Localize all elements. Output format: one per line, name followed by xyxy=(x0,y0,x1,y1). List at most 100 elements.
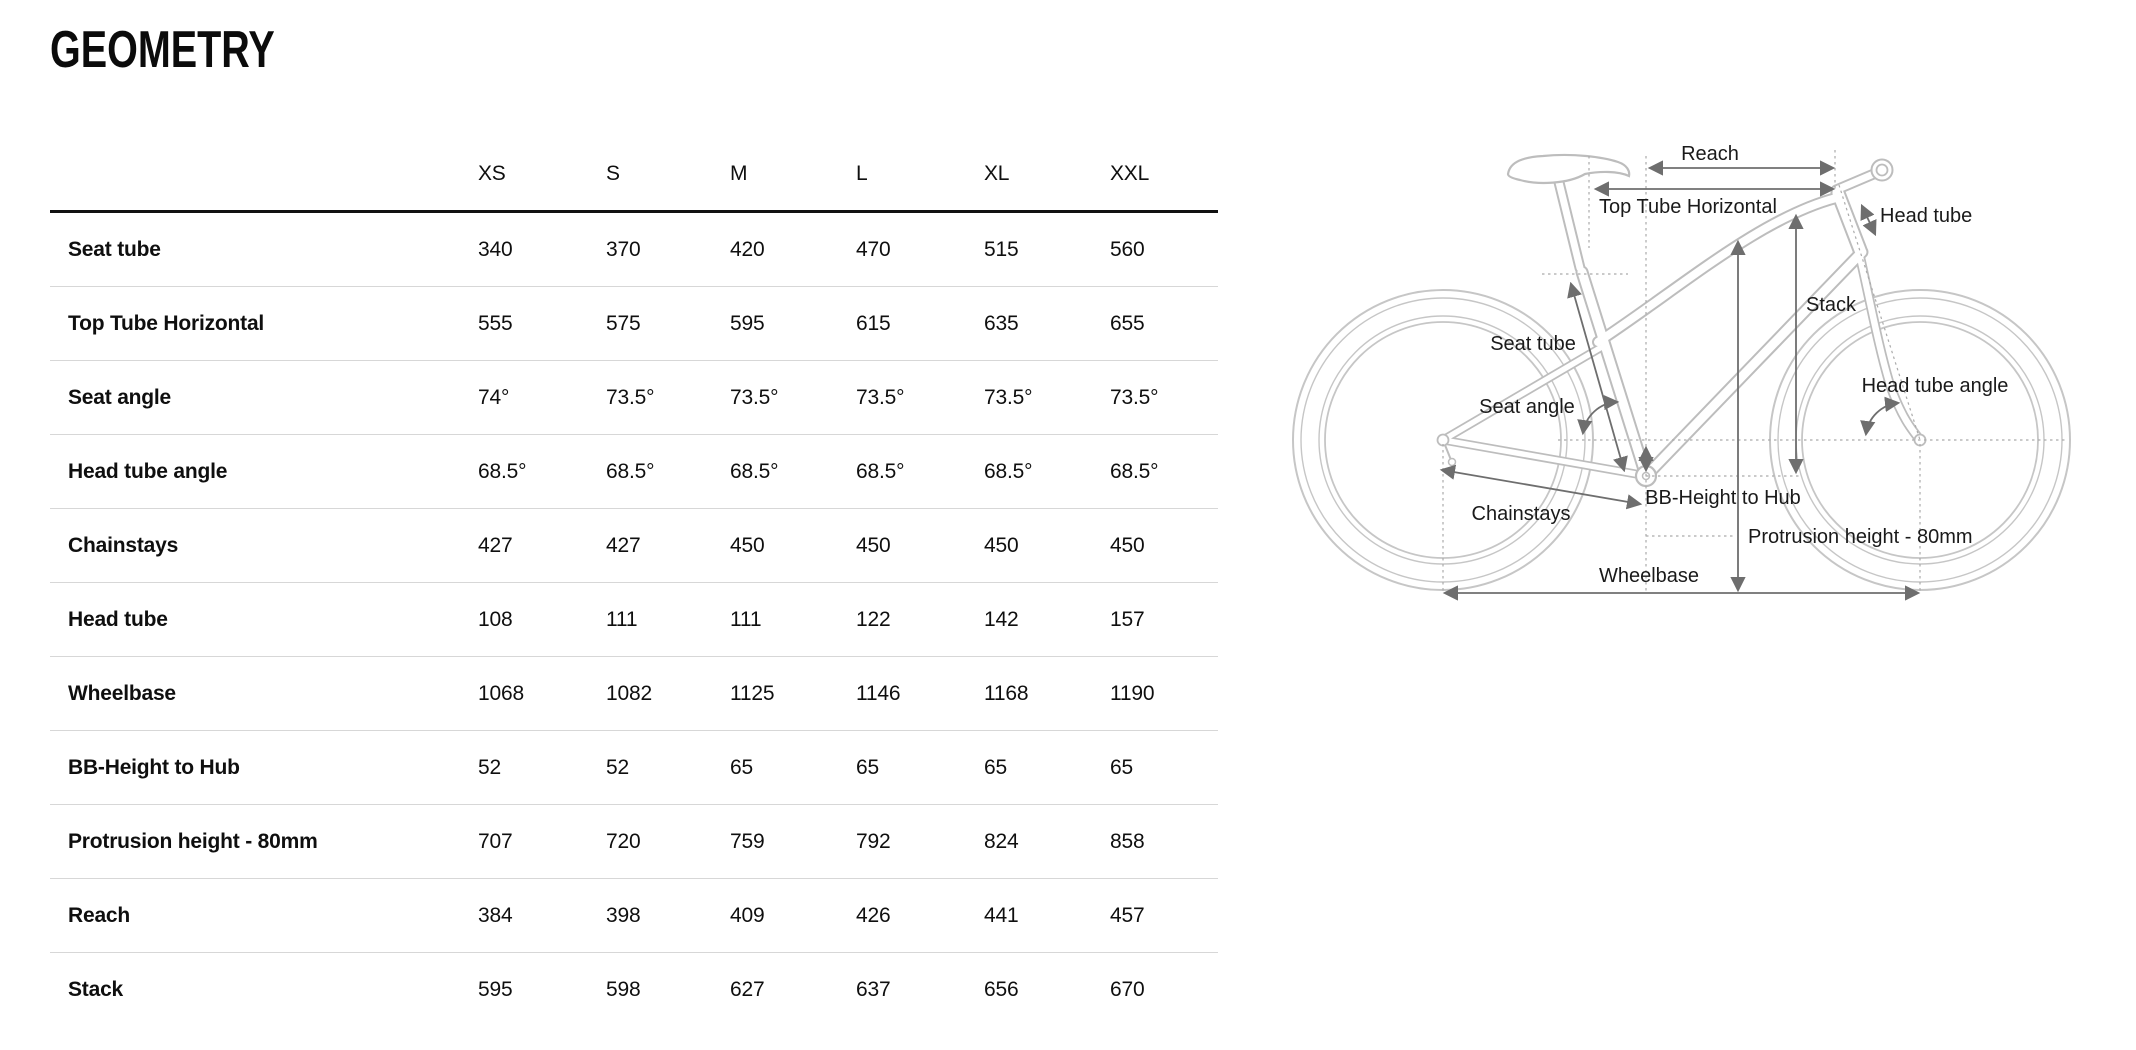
row-value: 73.5° xyxy=(984,385,1033,409)
row-value: 65 xyxy=(730,755,753,779)
row-value: 615 xyxy=(856,311,891,335)
table-row: Seat tube 340 370 420 470 515 560 xyxy=(50,213,1218,286)
saddle xyxy=(1506,153,1631,184)
row-value: 575 xyxy=(606,311,641,335)
row-value: 1082 xyxy=(606,681,652,705)
row-value: 68.5° xyxy=(984,459,1033,483)
row-label: Head tube angle xyxy=(68,459,228,483)
diagram-label-reach: Reach xyxy=(1681,143,1739,165)
dimension-arrows xyxy=(1439,160,1921,601)
row-value: 1190 xyxy=(1110,681,1155,705)
row-value: 398 xyxy=(606,903,641,927)
table-row: Wheelbase 1068 1082 1125 1146 1168 1190 xyxy=(50,656,1218,730)
table-header-row: XS S M L XL XXL xyxy=(50,138,1218,213)
row-value: 1146 xyxy=(856,681,901,705)
row-label: BB-Height to Hub xyxy=(68,755,240,779)
row-value: 1168 xyxy=(984,681,1029,705)
row-value: 111 xyxy=(730,607,762,631)
row-value: 450 xyxy=(1110,533,1145,557)
row-value: 759 xyxy=(730,829,765,853)
diagram-label-top-tube: Top Tube Horizontal xyxy=(1599,196,1777,218)
row-value: 68.5° xyxy=(1110,459,1159,483)
row-value: 655 xyxy=(1110,311,1145,335)
diagram-labels: Reach Top Tube Horizontal Head tube Stac… xyxy=(1472,143,2009,587)
row-value: 65 xyxy=(856,755,879,779)
diagram-label-wheelbase: Wheelbase xyxy=(1599,565,1699,587)
row-value: 515 xyxy=(984,237,1019,261)
row-value: 370 xyxy=(606,237,641,261)
table-header-m: M xyxy=(730,162,748,185)
head-angle-arrow xyxy=(1860,396,1901,437)
row-value: 720 xyxy=(606,829,641,853)
bike-geometry-diagram: Reach Top Tube Horizontal Head tube Stac… xyxy=(1280,100,2136,640)
row-label: Seat tube xyxy=(68,237,161,261)
table-row: Seat angle 74° 73.5° 73.5° 73.5° 73.5° 7… xyxy=(50,360,1218,434)
row-label: Head tube xyxy=(68,607,168,631)
row-label: Top Tube Horizontal xyxy=(68,311,265,335)
row-value: 420 xyxy=(730,237,765,261)
diagram-label-seat-angle: Seat angle xyxy=(1479,396,1575,418)
row-value: 52 xyxy=(606,755,629,779)
row-label: Reach xyxy=(68,903,131,927)
table-row: Reach 384 398 409 426 441 457 xyxy=(50,878,1218,952)
row-value: 111 xyxy=(606,607,638,631)
row-value: 656 xyxy=(984,977,1019,1001)
diagram-label-chainstays: Chainstays xyxy=(1472,503,1571,525)
table-row: Head tube 108 111 111 122 142 157 xyxy=(50,582,1218,656)
row-value: 427 xyxy=(606,533,641,557)
row-label: Chainstays xyxy=(68,533,179,557)
row-value: 595 xyxy=(478,977,513,1001)
row-label: Protrusion height - 80mm xyxy=(68,829,318,853)
row-value: 637 xyxy=(856,977,891,1001)
table-header-s: S xyxy=(606,162,620,185)
row-value: 1068 xyxy=(478,681,524,705)
row-value: 68.5° xyxy=(478,459,527,483)
table-header-xxl: XXL xyxy=(1110,162,1150,185)
row-value: 108 xyxy=(478,607,513,631)
row-value: 68.5° xyxy=(856,459,905,483)
table-row: BB-Height to Hub 52 52 65 65 65 65 xyxy=(50,730,1218,804)
row-label: Wheelbase xyxy=(68,681,176,705)
row-value: 560 xyxy=(1110,237,1145,261)
table-header-xs: XS xyxy=(478,162,506,185)
row-value: 73.5° xyxy=(856,385,905,409)
seat-angle-arrow xyxy=(1577,394,1620,436)
row-value: 457 xyxy=(1110,903,1145,927)
diagram-label-head-tube-angle: Head tube angle xyxy=(1862,375,2009,397)
table-row: Chainstays 427 427 450 450 450 450 xyxy=(50,508,1218,582)
row-value: 450 xyxy=(856,533,891,557)
chainstays-arrow xyxy=(1439,464,1643,510)
row-value: 707 xyxy=(478,829,513,853)
table-header-l: L xyxy=(856,162,868,185)
row-value: 142 xyxy=(984,607,1019,631)
row-value: 68.5° xyxy=(730,459,779,483)
row-value: 598 xyxy=(606,977,641,1001)
row-value: 441 xyxy=(984,903,1019,927)
row-value: 595 xyxy=(730,311,765,335)
seat-tube-arrow xyxy=(1567,281,1628,473)
diagram-label-bb-height: BB-Height to Hub xyxy=(1645,487,1801,509)
table-row: Head tube angle 68.5° 68.5° 68.5° 68.5° … xyxy=(50,434,1218,508)
row-value: 52 xyxy=(478,755,501,779)
row-value: 122 xyxy=(856,607,891,631)
bike-diagram-svg: Reach Top Tube Horizontal Head tube Stac… xyxy=(1292,143,2071,601)
row-value: 157 xyxy=(1110,607,1145,631)
row-label: Stack xyxy=(68,977,124,1001)
row-value: 635 xyxy=(984,311,1019,335)
row-value: 73.5° xyxy=(606,385,655,409)
diagram-label-stack: Stack xyxy=(1806,294,1857,316)
rear-hub xyxy=(1436,433,1450,447)
row-label: Seat angle xyxy=(68,385,172,409)
table-row: Protrusion height - 80mm 707 720 759 792… xyxy=(50,804,1218,878)
table-row: Top Tube Horizontal 555 575 595 615 635 … xyxy=(50,286,1218,360)
row-value: 792 xyxy=(856,829,891,853)
row-value: 68.5° xyxy=(606,459,655,483)
row-value: 65 xyxy=(1110,755,1133,779)
page-title: GEOMETRY xyxy=(50,21,275,79)
row-value: 384 xyxy=(478,903,513,927)
row-value: 340 xyxy=(478,237,513,261)
row-value: 824 xyxy=(984,829,1019,853)
diagram-label-protrusion: Protrusion height - 80mm xyxy=(1748,526,1973,548)
row-value: 73.5° xyxy=(730,385,779,409)
